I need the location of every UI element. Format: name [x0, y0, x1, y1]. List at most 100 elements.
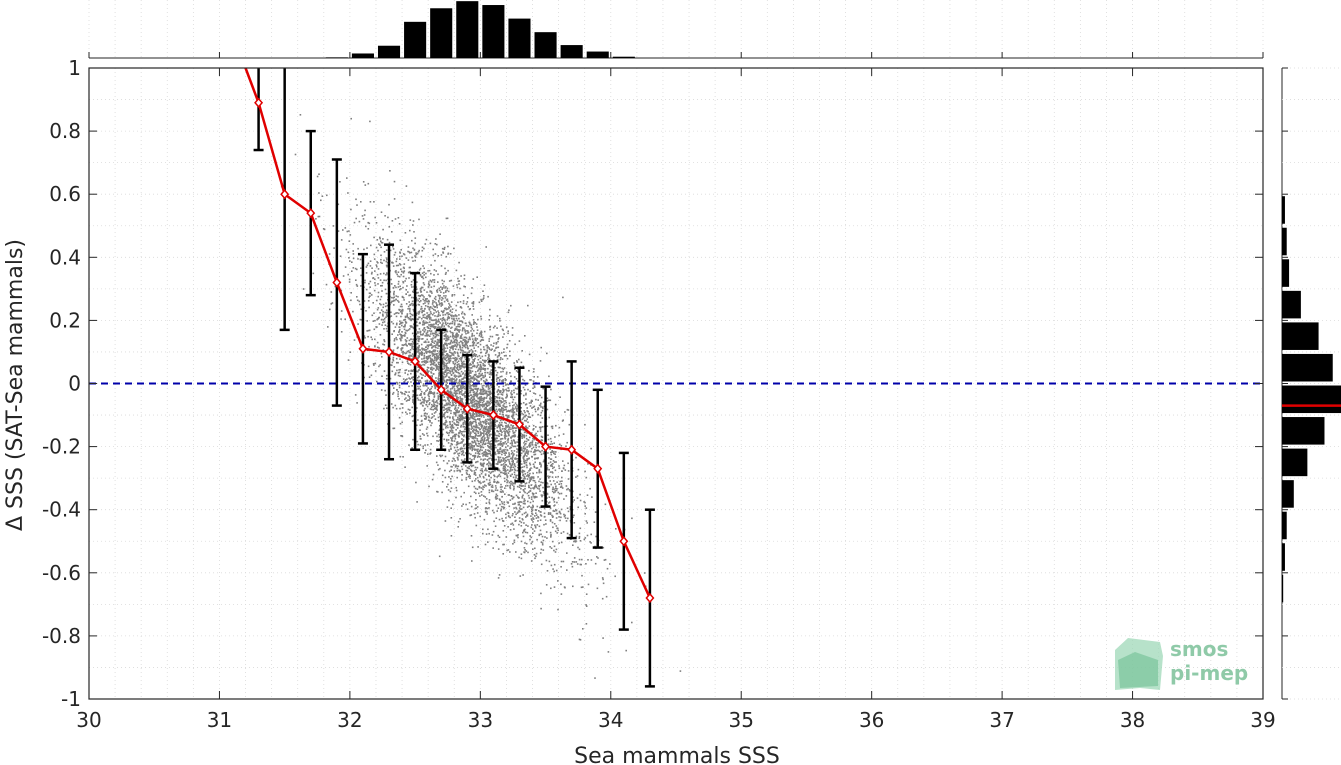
- scatter-point: [503, 333, 505, 335]
- scatter-point: [488, 402, 490, 404]
- scatter-point: [590, 447, 592, 450]
- scatter-point: [479, 408, 482, 411]
- scatter-point: [434, 340, 436, 342]
- scatter-point: [474, 405, 476, 408]
- scatter-point: [464, 286, 466, 288]
- scatter-point: [526, 478, 529, 480]
- scatter-point: [458, 357, 461, 360]
- scatter-point: [478, 368, 481, 370]
- scatter-point: [472, 425, 475, 428]
- scatter-point: [418, 310, 421, 313]
- scatter-point: [459, 448, 462, 450]
- scatter-point: [529, 538, 531, 541]
- scatter-point: [525, 524, 527, 526]
- scatter-point: [430, 408, 433, 411]
- scatter-point: [385, 309, 388, 311]
- scatter-point: [383, 328, 385, 330]
- scatter-point: [531, 456, 533, 458]
- scatter-point: [422, 374, 424, 376]
- scatter-point: [549, 531, 552, 534]
- scatter-point: [360, 285, 362, 287]
- scatter-point: [402, 353, 404, 355]
- scatter-point: [429, 452, 432, 454]
- scatter-point: [502, 329, 504, 332]
- scatter-point: [451, 314, 453, 317]
- scatter-point: [475, 393, 478, 395]
- scatter-point: [513, 418, 515, 420]
- scatter-point: [383, 259, 385, 262]
- scatter-point: [497, 462, 499, 465]
- scatter-point: [475, 408, 478, 410]
- scatter-point: [339, 181, 341, 183]
- scatter-point: [538, 510, 540, 512]
- scatter-point: [462, 338, 465, 341]
- scatter-point: [318, 215, 321, 218]
- scatter-point: [523, 478, 525, 480]
- scatter-point: [525, 440, 528, 443]
- scatter-point: [412, 356, 415, 359]
- scatter-point: [438, 300, 440, 303]
- scatter-point: [349, 260, 351, 262]
- scatter-point: [428, 356, 431, 358]
- scatter-point: [461, 410, 463, 413]
- scatter-point: [414, 242, 416, 245]
- scatter-point: [602, 578, 604, 581]
- scatter-point: [517, 496, 519, 498]
- scatter-point: [488, 461, 490, 463]
- scatter-point: [480, 366, 483, 369]
- scatter-point: [438, 345, 441, 347]
- scatter-point: [488, 404, 490, 406]
- scatter-point: [458, 388, 461, 390]
- scatter-point: [499, 413, 501, 415]
- scatter-point: [460, 320, 462, 322]
- scatter-point: [460, 380, 462, 382]
- scatter-point: [512, 543, 514, 545]
- scatter-point: [471, 328, 474, 330]
- scatter-point: [431, 403, 433, 406]
- scatter-point: [429, 448, 432, 451]
- scatter-point: [403, 351, 405, 354]
- scatter-point: [408, 317, 411, 320]
- scatter-point: [412, 389, 414, 392]
- scatter-point: [423, 300, 426, 302]
- scatter-point: [453, 388, 456, 390]
- scatter-point: [415, 314, 418, 316]
- scatter-point: [486, 420, 488, 423]
- scatter-point: [469, 384, 471, 386]
- scatter-point: [450, 305, 452, 308]
- scatter-point: [604, 558, 607, 561]
- scatter-point: [501, 453, 503, 456]
- scatter-point: [479, 481, 481, 483]
- scatter-point: [405, 322, 407, 324]
- scatter-point: [521, 375, 523, 378]
- scatter-point: [496, 327, 498, 329]
- scatter-point: [468, 364, 471, 366]
- scatter-point: [367, 221, 369, 224]
- scatter-point: [516, 360, 518, 362]
- scatter-point: [450, 439, 453, 442]
- scatter-point: [501, 328, 504, 331]
- scatter-point: [423, 247, 425, 250]
- scatter-point: [422, 323, 424, 325]
- scatter-point: [457, 335, 459, 338]
- scatter-point: [532, 548, 534, 550]
- scatter-point: [479, 431, 482, 433]
- scatter-point: [455, 433, 458, 436]
- scatter-point: [379, 237, 381, 240]
- scatter-point: [422, 385, 425, 387]
- scatter-point: [438, 369, 440, 372]
- scatter-point: [543, 451, 545, 453]
- scatter-point: [491, 364, 493, 367]
- scatter-point: [457, 396, 459, 399]
- scatter-point: [476, 445, 478, 447]
- scatter-point: [472, 359, 474, 361]
- scatter-point: [415, 481, 417, 484]
- scatter-point: [511, 401, 514, 403]
- scatter-point: [433, 396, 436, 398]
- scatter-point: [385, 273, 387, 276]
- scatter-point: [386, 407, 388, 409]
- scatter-point: [464, 370, 466, 372]
- scatter-point: [443, 285, 445, 287]
- scatter-point: [378, 365, 380, 368]
- scatter-point: [409, 266, 411, 269]
